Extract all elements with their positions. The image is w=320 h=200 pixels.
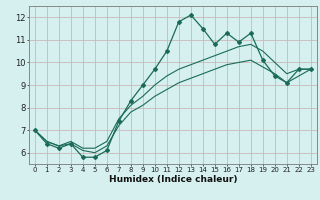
- X-axis label: Humidex (Indice chaleur): Humidex (Indice chaleur): [108, 175, 237, 184]
